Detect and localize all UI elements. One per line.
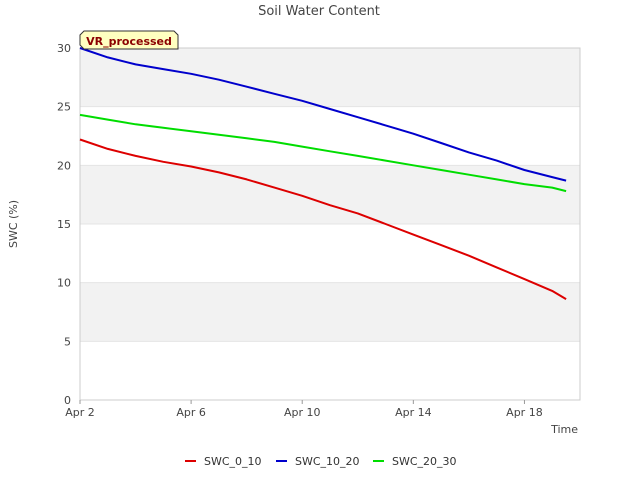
legend-label: SWC_20_30 — [392, 455, 457, 468]
y-tick-label: 5 — [64, 335, 71, 348]
x-tick-label: Apr 10 — [284, 406, 321, 419]
vr-processed-annotation: VR_processed — [79, 30, 179, 50]
plot-frame — [79, 47, 581, 401]
series-line-swc-20-30 — [79, 113, 567, 193]
x-tick-label: Apr 18 — [506, 406, 543, 419]
legend-label: SWC_0_10 — [204, 455, 262, 468]
y-tick-label: 20 — [57, 159, 71, 172]
grid-band — [80, 48, 580, 107]
grid-band — [80, 282, 580, 342]
chart-title: Soil Water Content — [258, 4, 380, 19]
grid-band — [80, 165, 580, 224]
y-tick-label: 30 — [57, 42, 71, 55]
y-tick-label: 10 — [57, 277, 71, 290]
y-tick-label: 0 — [64, 394, 71, 407]
series-line-swc-0-10 — [79, 138, 567, 300]
annotation-box — [79, 30, 179, 50]
y-axis-label: SWC (%) — [7, 200, 20, 248]
x-axis-label: Time — [550, 423, 578, 436]
legend: SWC_0_10 SWC_10_20 SWC_20_30 — [185, 455, 457, 468]
x-tick-label: Apr 2 — [65, 406, 95, 419]
series-line-swc-10-20 — [79, 47, 567, 182]
annotation-text: VR_processed — [86, 35, 172, 48]
x-tick-label: Apr 14 — [395, 406, 432, 419]
x-tick-label: Apr 6 — [176, 406, 206, 419]
y-tick-label: 25 — [57, 101, 71, 114]
legend-label: SWC_10_20 — [295, 455, 360, 468]
y-tick-label: 15 — [57, 218, 71, 231]
